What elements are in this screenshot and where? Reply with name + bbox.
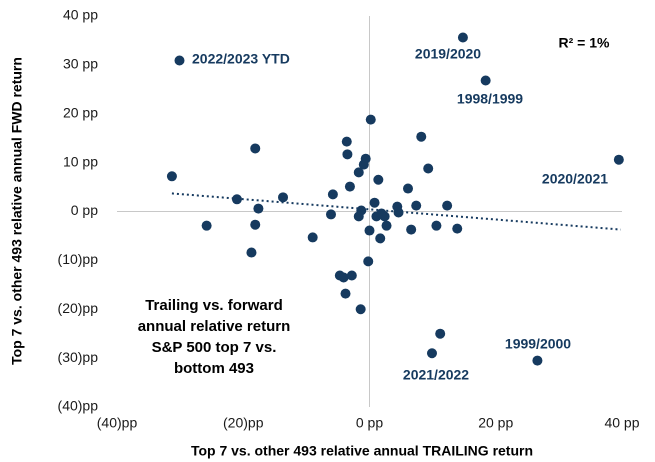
point bbox=[355, 304, 366, 315]
r-squared: R² = 1% bbox=[559, 35, 611, 51]
point bbox=[365, 114, 376, 125]
y-axis-title: Top 7 vs. other 493 relative annual FWD … bbox=[9, 57, 25, 365]
x-tick-label: (40)pp bbox=[97, 415, 138, 431]
point bbox=[452, 223, 463, 234]
point bbox=[416, 131, 427, 142]
x-tick-label: 0 pp bbox=[356, 415, 383, 431]
point bbox=[353, 167, 364, 178]
y-tick-label: (40)pp bbox=[58, 398, 99, 414]
point bbox=[373, 174, 384, 185]
note-line: annual relative return bbox=[138, 318, 291, 335]
point bbox=[338, 272, 349, 283]
point bbox=[325, 209, 336, 220]
point bbox=[253, 203, 264, 214]
point bbox=[201, 220, 212, 231]
point bbox=[403, 183, 414, 194]
point bbox=[353, 211, 364, 222]
point bbox=[426, 348, 437, 359]
note-line: bottom 493 bbox=[174, 360, 254, 377]
point bbox=[375, 233, 386, 244]
point bbox=[246, 247, 257, 258]
note-line: S&P 500 top 7 vs. bbox=[152, 339, 277, 356]
y-tick-label: 0 pp bbox=[71, 202, 98, 218]
point bbox=[381, 220, 392, 231]
point-label: 1999/2000 bbox=[505, 336, 571, 352]
point bbox=[341, 136, 352, 147]
point bbox=[250, 143, 261, 154]
point bbox=[411, 200, 422, 211]
y-tick-label: (10)pp bbox=[58, 251, 99, 267]
point bbox=[342, 149, 353, 160]
point-label: 2019/2020 bbox=[415, 46, 481, 62]
point bbox=[363, 256, 374, 267]
x-tick-label: (20)pp bbox=[223, 415, 264, 431]
point bbox=[480, 75, 491, 86]
point bbox=[364, 225, 375, 236]
y-tick-label: (20)pp bbox=[58, 300, 99, 316]
point bbox=[613, 154, 624, 165]
point bbox=[231, 194, 242, 205]
point bbox=[278, 192, 289, 203]
x-tick-label: 40 pp bbox=[604, 415, 639, 431]
point bbox=[340, 288, 351, 299]
y-tick-label: 30 pp bbox=[63, 56, 98, 72]
note-line: Trailing vs. forward bbox=[145, 297, 283, 314]
point bbox=[423, 163, 434, 174]
x-axis-title: Top 7 vs. other 493 relative annual TRAI… bbox=[191, 443, 533, 459]
point bbox=[346, 270, 357, 281]
point bbox=[457, 32, 468, 43]
point-label: 1998/1999 bbox=[457, 91, 523, 107]
point bbox=[250, 219, 261, 230]
point bbox=[166, 171, 177, 182]
point bbox=[174, 55, 185, 66]
point bbox=[307, 232, 318, 243]
point bbox=[344, 181, 355, 192]
point-label: 2020/2021 bbox=[542, 171, 608, 187]
point bbox=[393, 207, 404, 218]
x-tick-label: 20 pp bbox=[478, 415, 513, 431]
point bbox=[532, 355, 543, 366]
point bbox=[369, 197, 380, 208]
y-tick-label: 20 pp bbox=[63, 104, 98, 120]
point bbox=[327, 189, 338, 200]
point-label: 2022/2023 YTD bbox=[192, 51, 290, 67]
point-label: 2021/2022 bbox=[403, 367, 469, 383]
y-tick-label: (30)pp bbox=[58, 349, 99, 365]
point bbox=[431, 220, 442, 231]
y-tick-label: 40 pp bbox=[63, 7, 98, 23]
point bbox=[358, 159, 369, 170]
point bbox=[435, 328, 446, 339]
point bbox=[442, 200, 453, 211]
point bbox=[379, 211, 390, 222]
point bbox=[406, 224, 417, 235]
y-tick-label: 10 pp bbox=[63, 153, 98, 169]
